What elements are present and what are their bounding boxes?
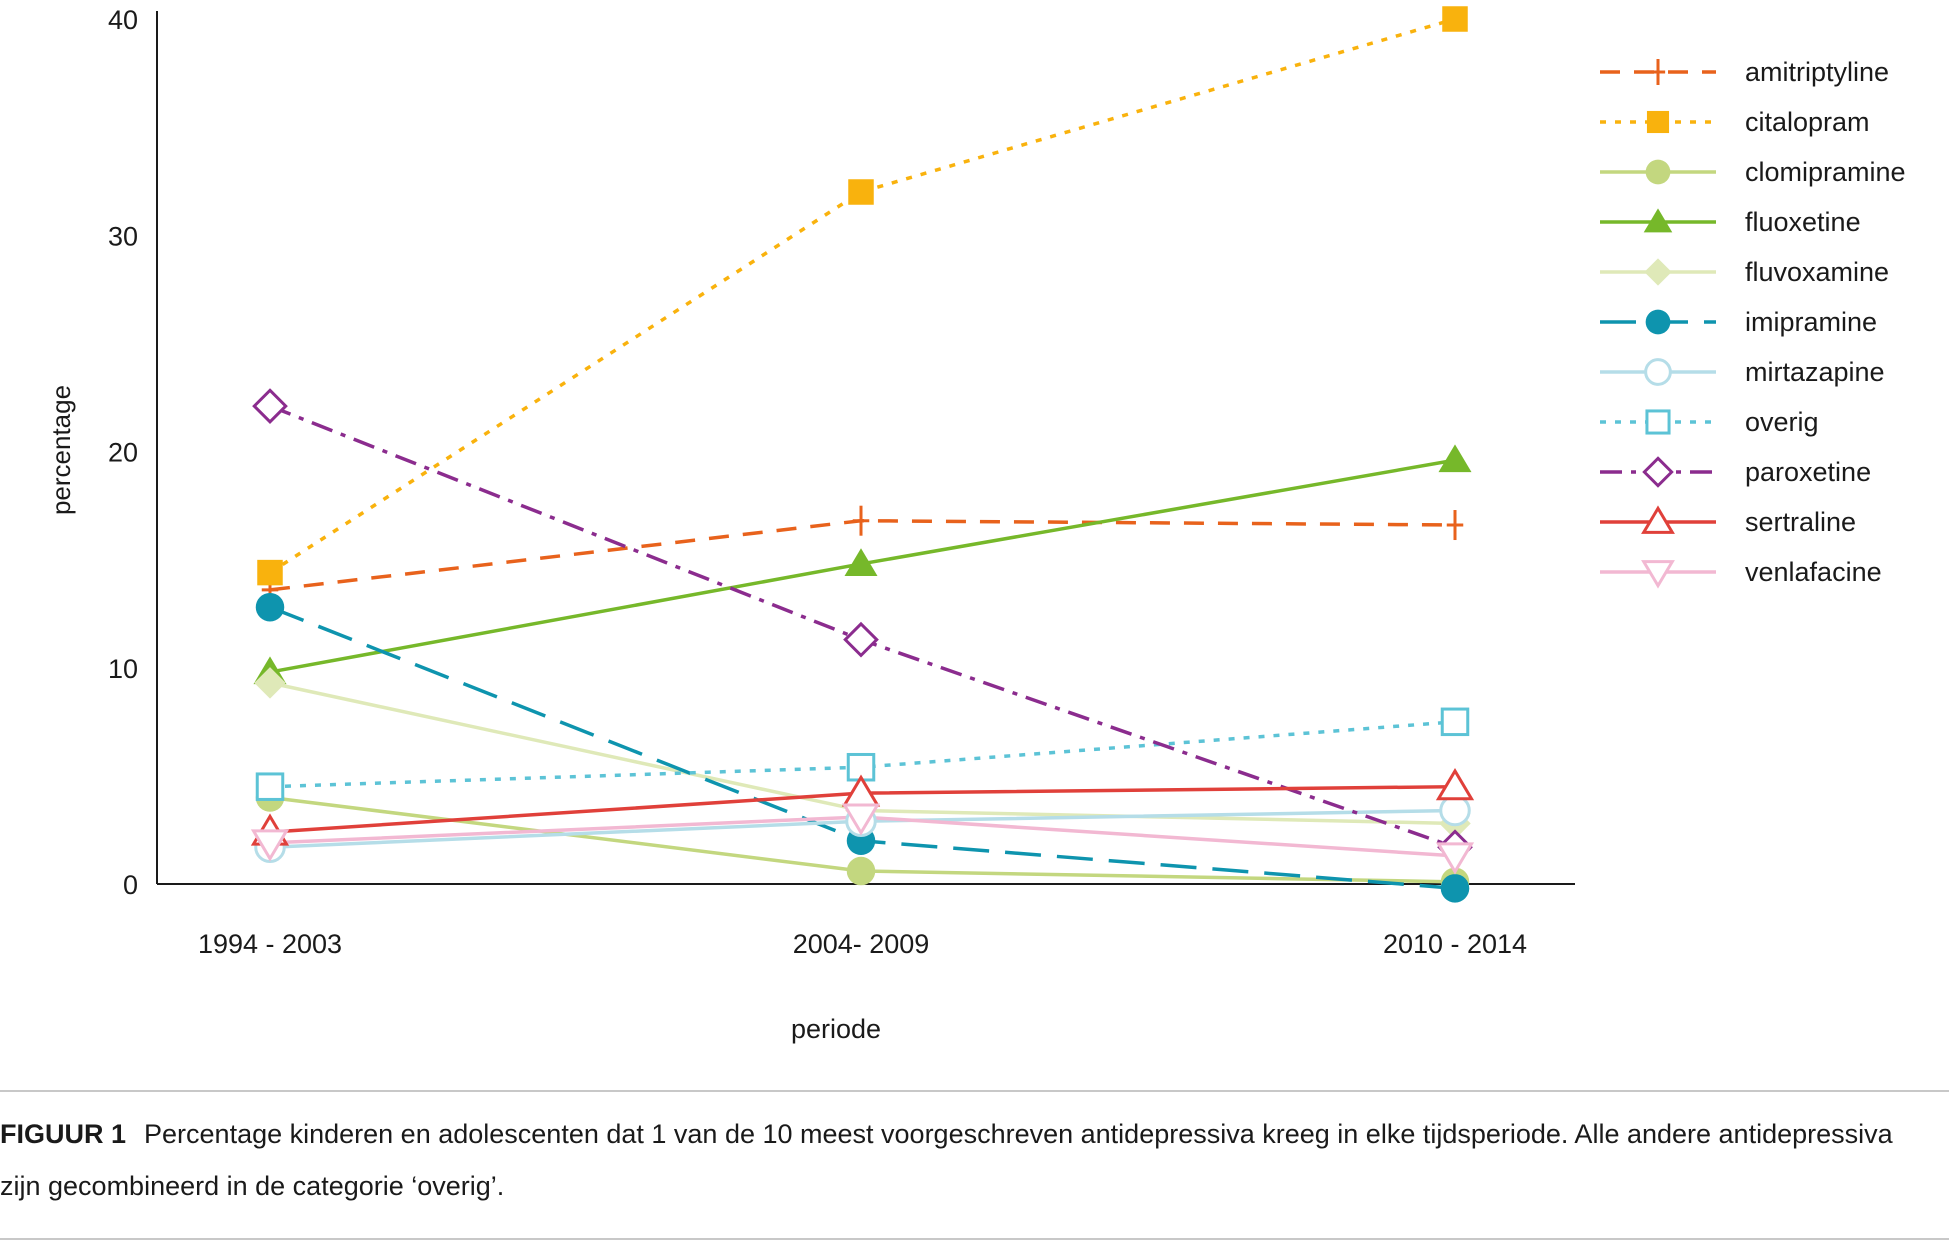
x-tick-label-3: 2010 - 2014 xyxy=(1383,929,1527,959)
legend-marker-fluoxetine xyxy=(1643,208,1673,233)
line-chart: 0 10 20 30 40 1994 - 2003 2004- 2009 2010 - 20… xyxy=(46,5,1906,1044)
point-amitriptyline-3 xyxy=(1446,510,1464,541)
legend-marker-clomipramine xyxy=(1645,159,1671,185)
figure-caption: FIGUUR 1 Percentage kinderen en adolescen… xyxy=(0,1108,1930,1212)
figure-label: FIGUUR 1 xyxy=(0,1119,127,1149)
x-tick-label-1: 1994 - 2003 xyxy=(198,929,342,959)
series-line-overig xyxy=(269,720,1456,789)
y-tick-label-40: 40 xyxy=(108,5,138,35)
legend-label-clomipramine: clomipramine xyxy=(1745,157,1906,187)
x-axis-label: periode xyxy=(791,1014,881,1044)
legend-label-fluvoxamine: fluvoxamine xyxy=(1745,257,1889,287)
point-paroxetine-1 xyxy=(252,388,288,424)
point-imipramine-1 xyxy=(255,592,285,622)
series-markers xyxy=(250,6,1475,903)
y-tick-label-20: 20 xyxy=(108,438,138,468)
y-tick-label-0: 0 xyxy=(123,870,138,900)
point-citalopram-1 xyxy=(257,559,283,586)
caption-top-rule xyxy=(0,1090,1949,1092)
y-tick-label-30: 30 xyxy=(108,221,138,251)
legend-marker-paroxetine xyxy=(1642,456,1674,488)
legend-label-fluoxetine: fluoxetine xyxy=(1745,207,1861,237)
legend-label-imipramine: imipramine xyxy=(1745,307,1877,337)
point-venlafacine-3 xyxy=(1435,842,1475,875)
point-overig-3 xyxy=(1440,707,1470,737)
y-axis-ticks: 0 10 20 30 40 xyxy=(108,5,138,900)
legend-label-venlafacine: venlafacine xyxy=(1745,557,1882,587)
y-tick-label-10: 10 xyxy=(108,654,138,684)
caption-text: Percentage kinderen en adolescenten dat … xyxy=(0,1119,1893,1201)
legend-marker-mirtazapine xyxy=(1644,358,1672,386)
legend-label-mirtazapine: mirtazapine xyxy=(1745,357,1885,387)
legend-marker-overig xyxy=(1645,409,1671,435)
y-axis-label: percentage xyxy=(46,385,76,515)
legend-marker-amitriptyline xyxy=(1650,59,1666,85)
point-citalopram-3 xyxy=(1442,6,1468,32)
legend-marker-venlafacine xyxy=(1641,560,1675,589)
legend-marker-fluvoxamine xyxy=(1644,258,1672,286)
x-tick-label-2: 2004- 2009 xyxy=(793,929,930,959)
point-paroxetine-2 xyxy=(843,621,879,658)
point-sertraline-3 xyxy=(1435,768,1475,801)
point-citalopram-2 xyxy=(848,179,874,205)
caption-bottom-rule xyxy=(0,1238,1949,1240)
point-clomipramine-2 xyxy=(846,856,876,886)
point-venlafacine-2 xyxy=(841,803,881,836)
x-axis-ticks: 1994 - 2003 2004- 2009 2010 - 2014 xyxy=(198,929,1527,959)
series-line-citalopram xyxy=(269,17,1456,575)
legend-label-citalopram: citalopram xyxy=(1745,107,1870,137)
legend-label-overig: overig xyxy=(1745,407,1819,437)
point-fluoxetine-2 xyxy=(844,548,878,576)
point-overig-1 xyxy=(255,772,285,801)
point-amitriptyline-2 xyxy=(852,505,870,536)
point-fluoxetine-3 xyxy=(1438,444,1472,473)
legend-marker-imipramine xyxy=(1645,309,1671,335)
legend-label-sertraline: sertraline xyxy=(1745,507,1856,537)
point-venlafacine-1 xyxy=(250,829,290,862)
legend: amitriptyline citalopram clomipramine fluox… xyxy=(1600,57,1906,589)
point-mirtazapine-3 xyxy=(1439,794,1471,827)
point-imipramine-3 xyxy=(1440,874,1470,903)
legend-marker-citalopram xyxy=(1646,110,1670,134)
legend-label-paroxetine: paroxetine xyxy=(1745,457,1871,487)
legend-label-amitriptyline: amitriptyline xyxy=(1745,57,1889,87)
point-fluvoxamine-1 xyxy=(254,667,286,699)
legend-marker-sertraline xyxy=(1641,505,1675,534)
